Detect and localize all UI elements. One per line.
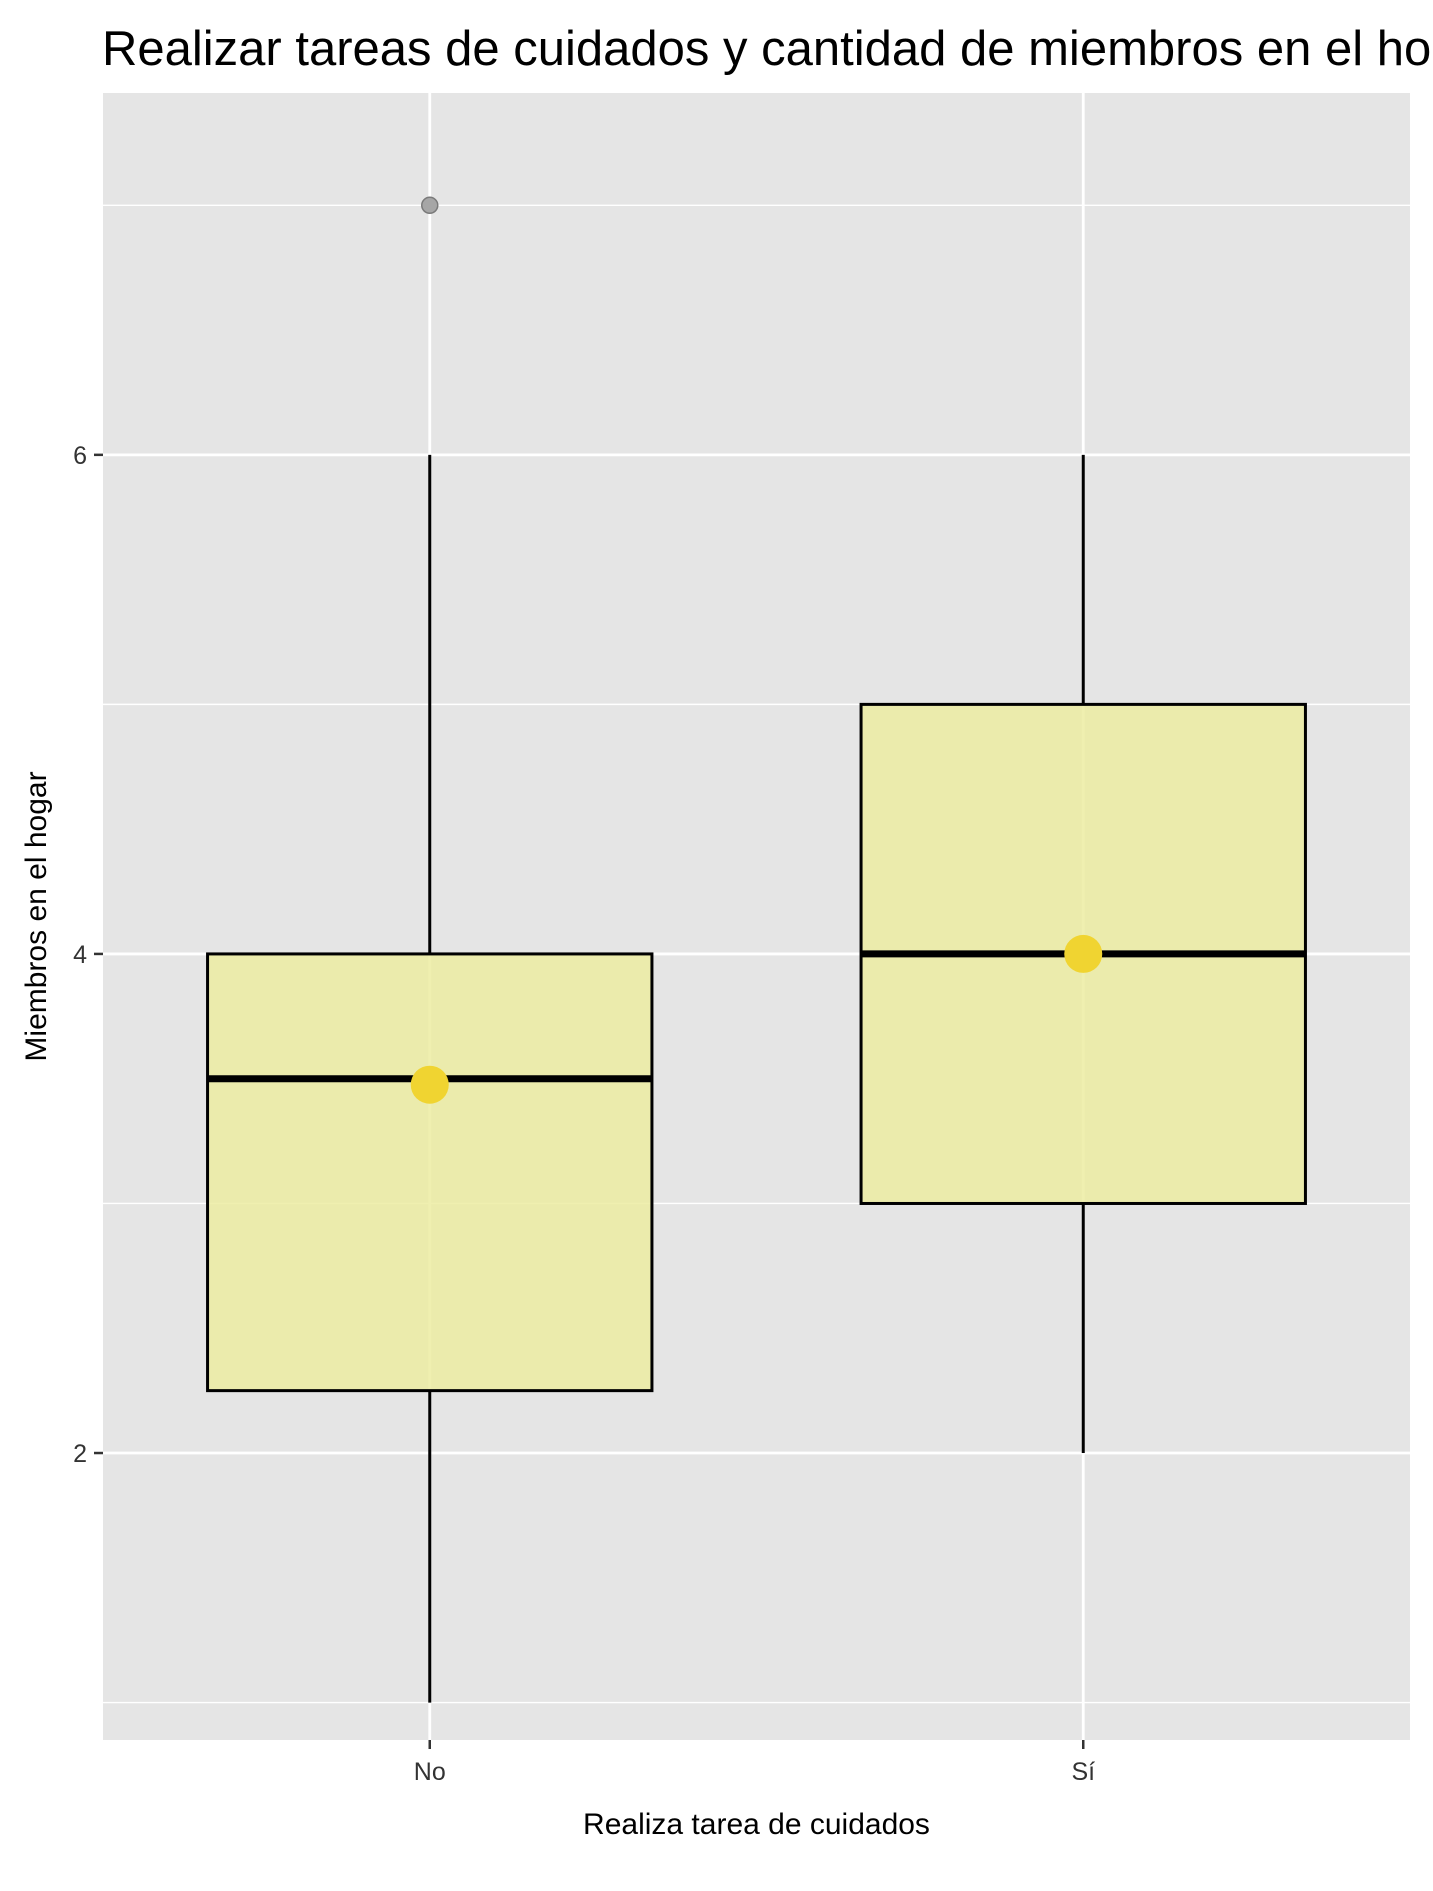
outlier-point	[421, 196, 439, 215]
x-tick-label: Sí	[1071, 1758, 1095, 1786]
x-axis-title: Realiza tarea de cuidados	[583, 1808, 930, 1841]
y-tick-label: 6	[73, 442, 87, 470]
chart-title: Realizar tareas de cuidados y cantidad d…	[102, 22, 1433, 76]
x-tick-label: No	[414, 1758, 446, 1786]
mean-point	[1064, 934, 1103, 973]
box-series	[206, 196, 1307, 1703]
y-axis: 2 4 6	[73, 442, 103, 1468]
y-axis-title: Miembros en el hogar	[20, 771, 53, 1061]
box-2	[859, 454, 1307, 1454]
mean-point	[410, 1065, 449, 1104]
y-tick-label: 4	[73, 941, 87, 969]
y-tick-label: 2	[73, 1440, 87, 1468]
box-body	[206, 952, 654, 1393]
x-axis: No Sí	[414, 1740, 1095, 1786]
box-1	[206, 196, 654, 1703]
